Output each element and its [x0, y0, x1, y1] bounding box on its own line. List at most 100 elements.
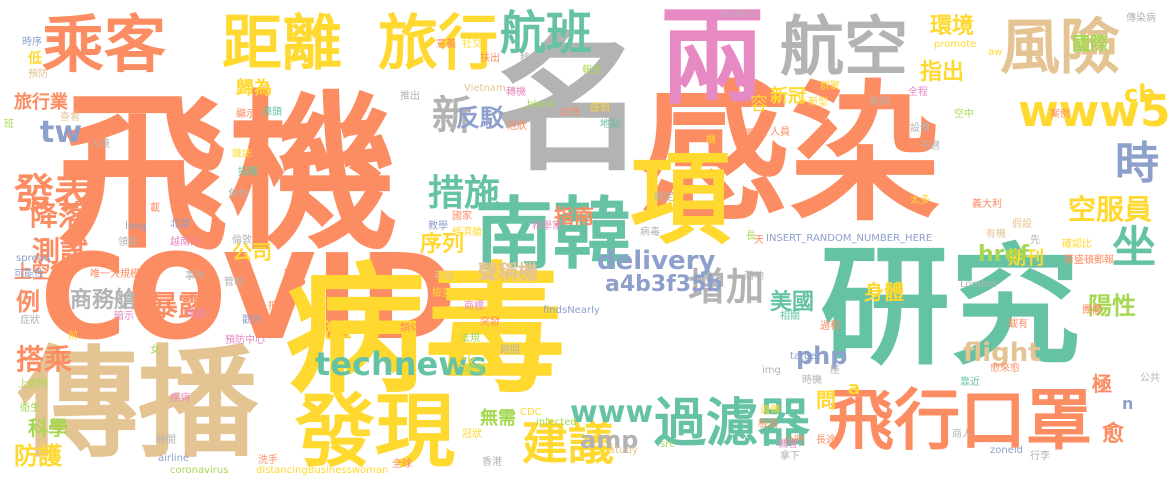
- word-guocheng: 過程: [820, 321, 840, 332]
- word-taiduo: 太多: [910, 195, 930, 206]
- word-ji: 極: [1092, 372, 1112, 396]
- word-dacheng: 搭乘: [16, 343, 73, 376]
- word-qian: 前: [68, 331, 78, 342]
- word-quanqiu: 全球: [392, 459, 412, 470]
- word-a: a: [848, 378, 861, 399]
- word-xiangguan: 相關: [780, 311, 800, 322]
- word-tw: tw: [40, 115, 83, 150]
- word-zuo: 坐: [1112, 222, 1156, 273]
- word-kexue: 科學: [28, 416, 68, 440]
- word-anli: 案例: [1050, 109, 1070, 120]
- word-promote: promote: [934, 39, 977, 50]
- word-n: n: [1122, 394, 1134, 413]
- word-distancing: distancingBusinesswoman: [256, 465, 389, 476]
- word-dubu: 獨有: [744, 129, 764, 140]
- word-anshi: 暗示: [114, 311, 134, 322]
- word-shaoshi: 小時: [784, 435, 804, 446]
- word-chuanranbing2: 傳染病: [1126, 13, 1156, 24]
- word-kongzhong: 空中: [954, 109, 974, 120]
- word-leisi: 類似: [400, 323, 420, 334]
- word-xiang: 項: [630, 141, 730, 258]
- word-london: London: [960, 279, 997, 290]
- word-sheshi: 設備: [910, 123, 930, 134]
- word-zhengzhuang: 症狀: [20, 315, 40, 326]
- word-jiaoxue: 教學: [428, 221, 448, 232]
- word-shangkongqi: 上空氣: [14, 262, 68, 283]
- word-gandao: 感到: [590, 103, 610, 114]
- word-guojia: 國家: [452, 211, 472, 222]
- word-xianggang: 香港: [482, 457, 502, 468]
- word-qijian: 期間: [500, 345, 520, 356]
- word-luxing: 旅行: [378, 9, 498, 79]
- word-li: 例: [16, 288, 40, 316]
- word-nidingqi: 擬定: [654, 192, 674, 203]
- word-shangwucang: 商務艙: [70, 288, 137, 313]
- word-ceshi: 測試: [32, 235, 89, 268]
- word-liang: 兩: [660, 0, 766, 119]
- word-wuxu: 無需: [480, 408, 516, 429]
- word-meiguo: 美國: [770, 290, 815, 315]
- word-long: long: [125, 221, 147, 232]
- word-tian: 天: [754, 235, 764, 246]
- word-php: php: [796, 342, 848, 370]
- word-target: target: [790, 351, 821, 362]
- word-study: study: [610, 445, 638, 456]
- word-youji: 有機: [986, 229, 1006, 240]
- word-shixu: 時序: [22, 37, 42, 48]
- word-yiqing: 疫情: [464, 365, 484, 376]
- word-huashengdun: 華盛頓郵報: [1064, 255, 1114, 266]
- word-dihai: 抵達: [268, 301, 288, 312]
- word-ck: ck: [458, 352, 477, 371]
- word-keyi: 可疑: [434, 271, 454, 282]
- word-kaojin: 靠近: [960, 377, 980, 388]
- word-jiangluo: 降落: [30, 199, 87, 232]
- word-jianzha: 檢查: [432, 288, 452, 299]
- word-coronavirus: coronavirus: [170, 465, 229, 476]
- word-vietnam: Vietnam: [464, 83, 506, 94]
- word-yichan: 遺傳: [760, 405, 780, 416]
- word-shangcesuo: 上廁所: [18, 379, 48, 390]
- word-yuenanhe: 越南河: [170, 237, 200, 248]
- word-shishou: 時機: [802, 375, 822, 386]
- word-jingjicang: 經濟艙: [452, 227, 482, 238]
- word-sui: 歲: [284, 264, 307, 289]
- word-feixingkouzhao: 飛行口罩: [828, 382, 1092, 459]
- word-blank: _blank: [522, 99, 555, 110]
- word-studies: studies: [720, 9, 756, 20]
- word-shijian: 事件: [185, 271, 205, 282]
- word-guang: 觀光: [242, 315, 262, 326]
- word-fanghu: 防護: [14, 442, 62, 470]
- word-xingli: 行李: [1030, 451, 1050, 462]
- word-fanxian: 發現: [295, 385, 455, 478]
- word-yidali: 義大利: [972, 199, 1002, 210]
- word-technews: technews: [315, 345, 487, 383]
- word-fabiao: 發表: [14, 171, 94, 217]
- word-kongfuyuan: 空服員: [1068, 193, 1153, 226]
- word-xishou: 洗手: [258, 455, 278, 466]
- word-ming: 名: [495, 18, 646, 192]
- word-weisheng: 衛生: [20, 403, 40, 414]
- word-querenbi: 確認比: [1062, 239, 1092, 250]
- word-src: src: [660, 439, 675, 450]
- word-jiance: 檢測: [758, 419, 778, 430]
- word-feiji: 飛機: [58, 76, 399, 274]
- word-yangxing: 陽性: [1088, 292, 1136, 320]
- word-zai: 載: [150, 203, 160, 214]
- word-xinxing: 新興: [870, 97, 890, 108]
- word-quancheng: 全程: [908, 87, 928, 98]
- word-chang: 長: [746, 231, 756, 242]
- word-yiyi: 意義: [436, 39, 456, 50]
- word-delivery: delivery: [597, 246, 716, 276]
- word-gongsi: 公司: [232, 240, 272, 264]
- word-huanjing: 環境: [930, 14, 975, 39]
- word-xinxing2: 新型: [808, 97, 828, 108]
- word-rongyi: 容: [750, 94, 768, 115]
- word-nanhan: 南韓: [475, 190, 632, 280]
- word-shenti: 身體: [864, 280, 904, 304]
- word-img: img: [762, 365, 781, 376]
- word-qikan: 期刊: [1008, 248, 1044, 269]
- word-xulie: 序列: [420, 232, 465, 257]
- word-guanzhi: 管制: [224, 277, 244, 288]
- word-guolvqi: 過濾器: [654, 394, 811, 454]
- word-chengke: 乘客: [42, 8, 167, 81]
